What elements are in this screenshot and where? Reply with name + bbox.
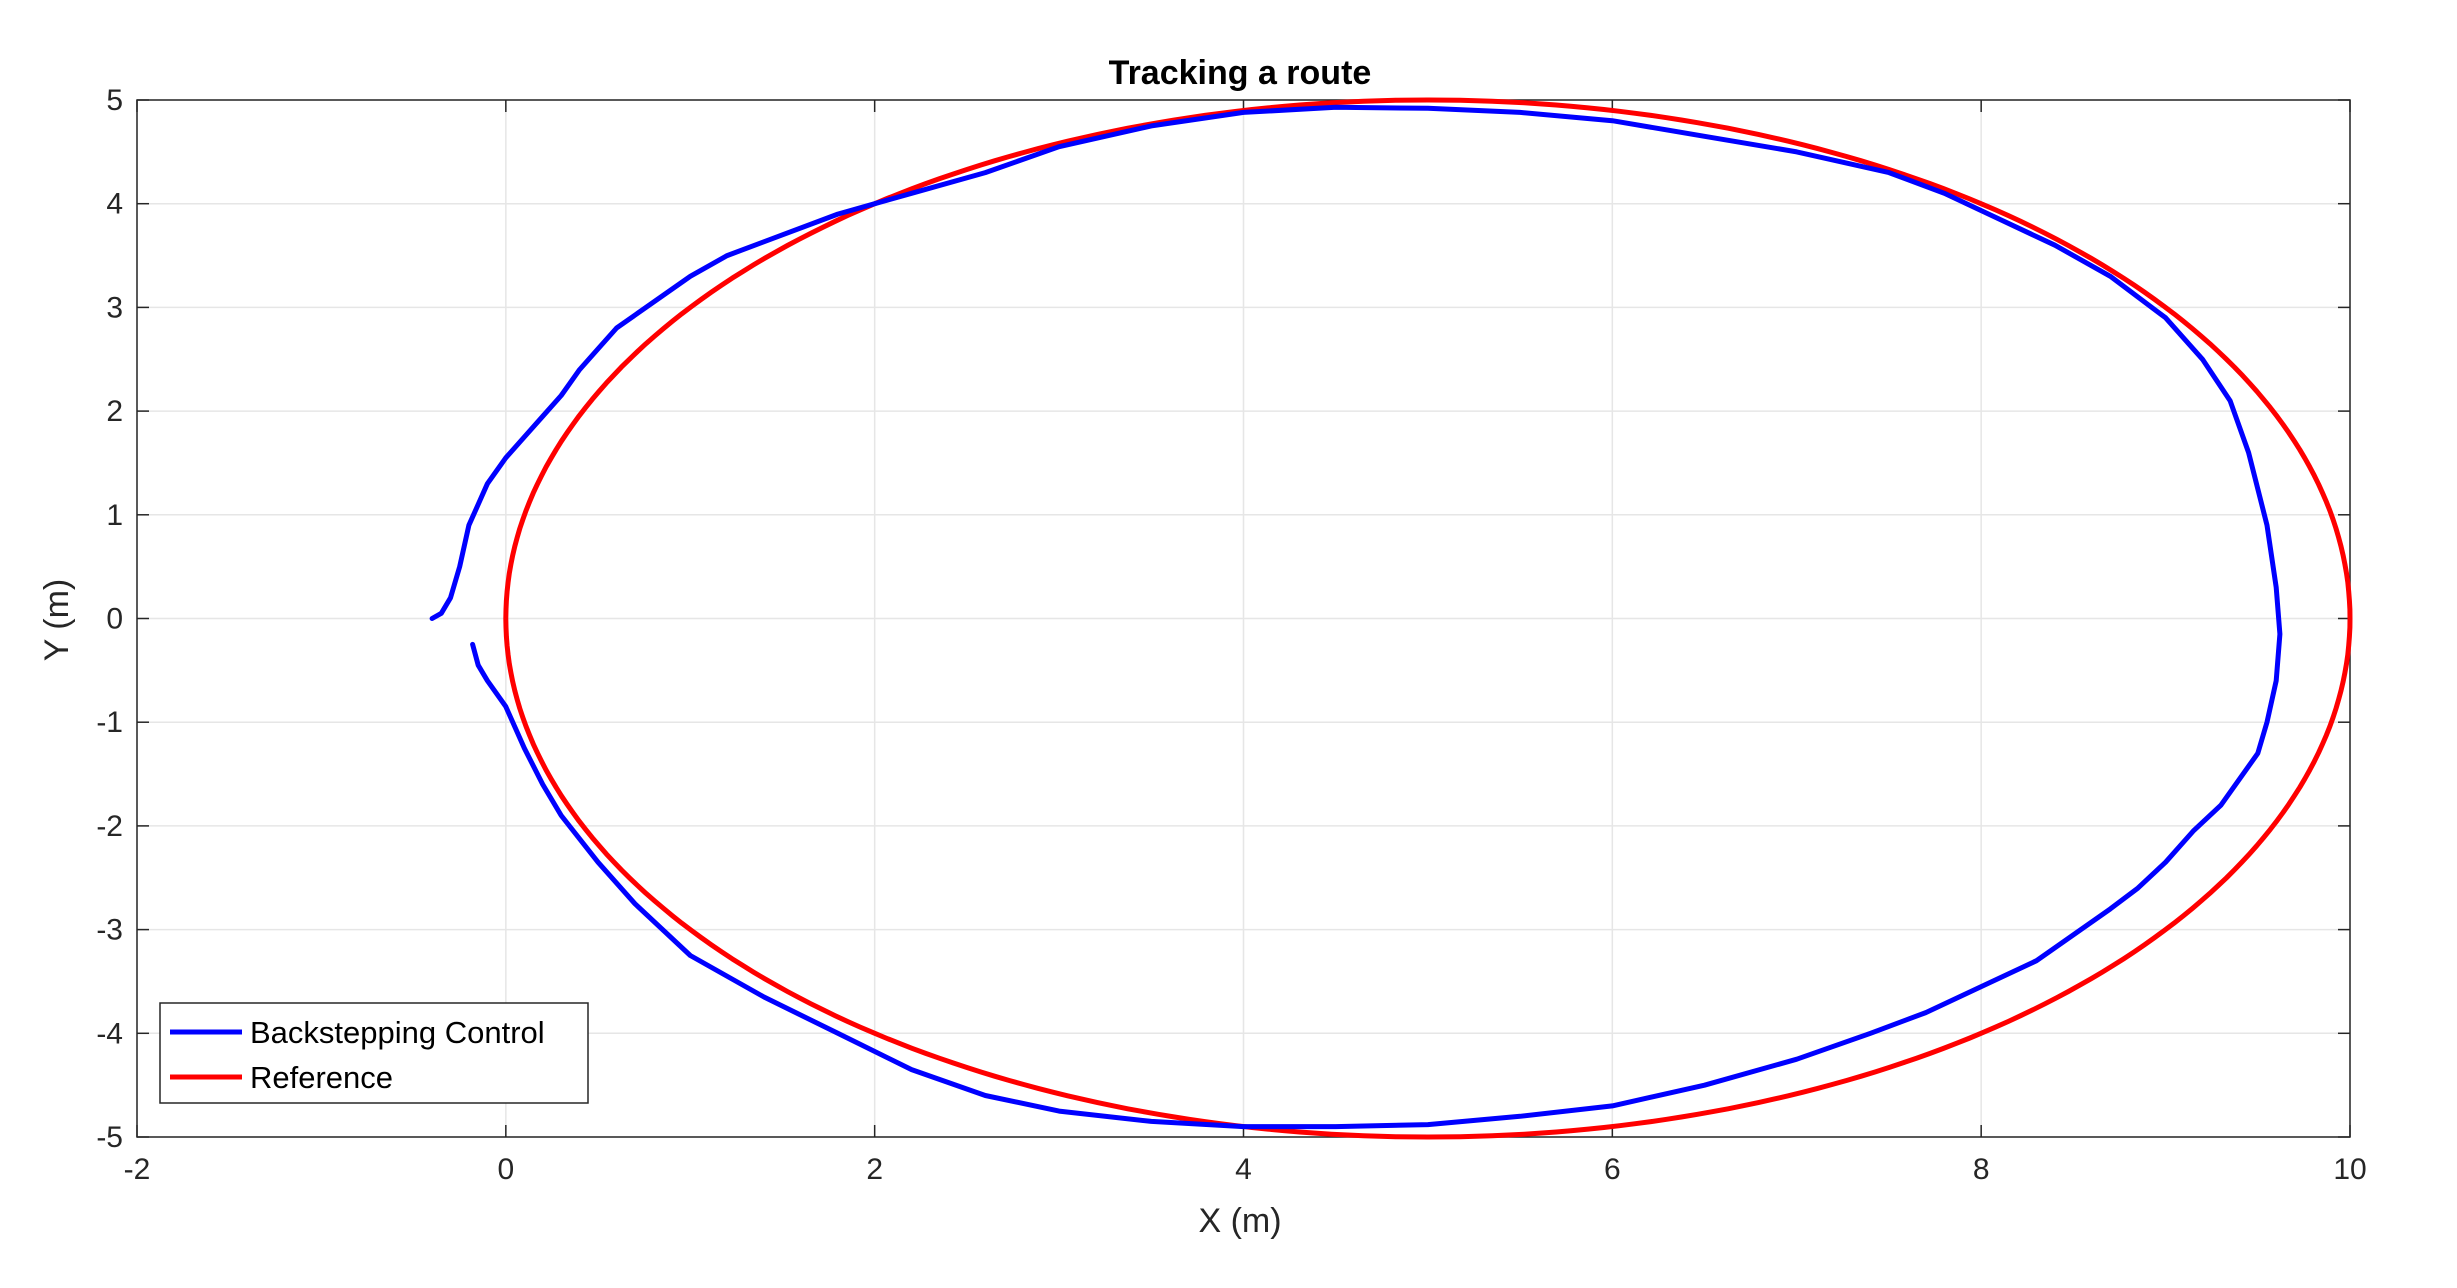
- y-tick-label: -2: [96, 810, 123, 843]
- y-tick-label: 5: [106, 84, 123, 117]
- x-tick-label: 4: [1235, 1153, 1252, 1186]
- chart-title: Tracking a route: [1109, 54, 1372, 92]
- x-tick-label: 0: [497, 1153, 514, 1186]
- legend-label-reference: Reference: [250, 1060, 393, 1095]
- x-axis-label: X (m): [1198, 1202, 1281, 1240]
- y-tick-label: 0: [106, 603, 123, 636]
- series-layer: [429, 97, 2353, 1140]
- y-tick-label: 2: [106, 395, 123, 428]
- y-axis-label: Y (m): [38, 579, 76, 661]
- y-tick-label: -3: [96, 914, 123, 947]
- y-tick-label: 1: [106, 499, 123, 532]
- legend: Backstepping Control Reference: [159, 1002, 589, 1104]
- x-tick-label: -2: [124, 1153, 151, 1186]
- x-tick-label: 8: [1973, 1153, 1990, 1186]
- legend-box: [159, 1002, 589, 1104]
- y-tick-label: -1: [96, 706, 123, 739]
- x-tick-label: 10: [2333, 1153, 2366, 1186]
- series-line-backstepping-control: [429, 104, 2283, 1130]
- y-tick-label: -5: [96, 1121, 123, 1154]
- x-tick-label: 2: [866, 1153, 883, 1186]
- axis-ticks: -2 0 2 4 6 8 10 -5 -4 -3 -2 -1 0 1 2 3 4 5: [96, 84, 2366, 1186]
- y-tick-label: -4: [96, 1017, 123, 1050]
- legend-label-backstepping: Backstepping Control: [250, 1015, 545, 1050]
- y-tick-label: 4: [106, 188, 123, 221]
- x-tick-label: 6: [1604, 1153, 1621, 1186]
- series-line-reference: [503, 97, 2353, 1140]
- y-tick-label: 3: [106, 291, 123, 324]
